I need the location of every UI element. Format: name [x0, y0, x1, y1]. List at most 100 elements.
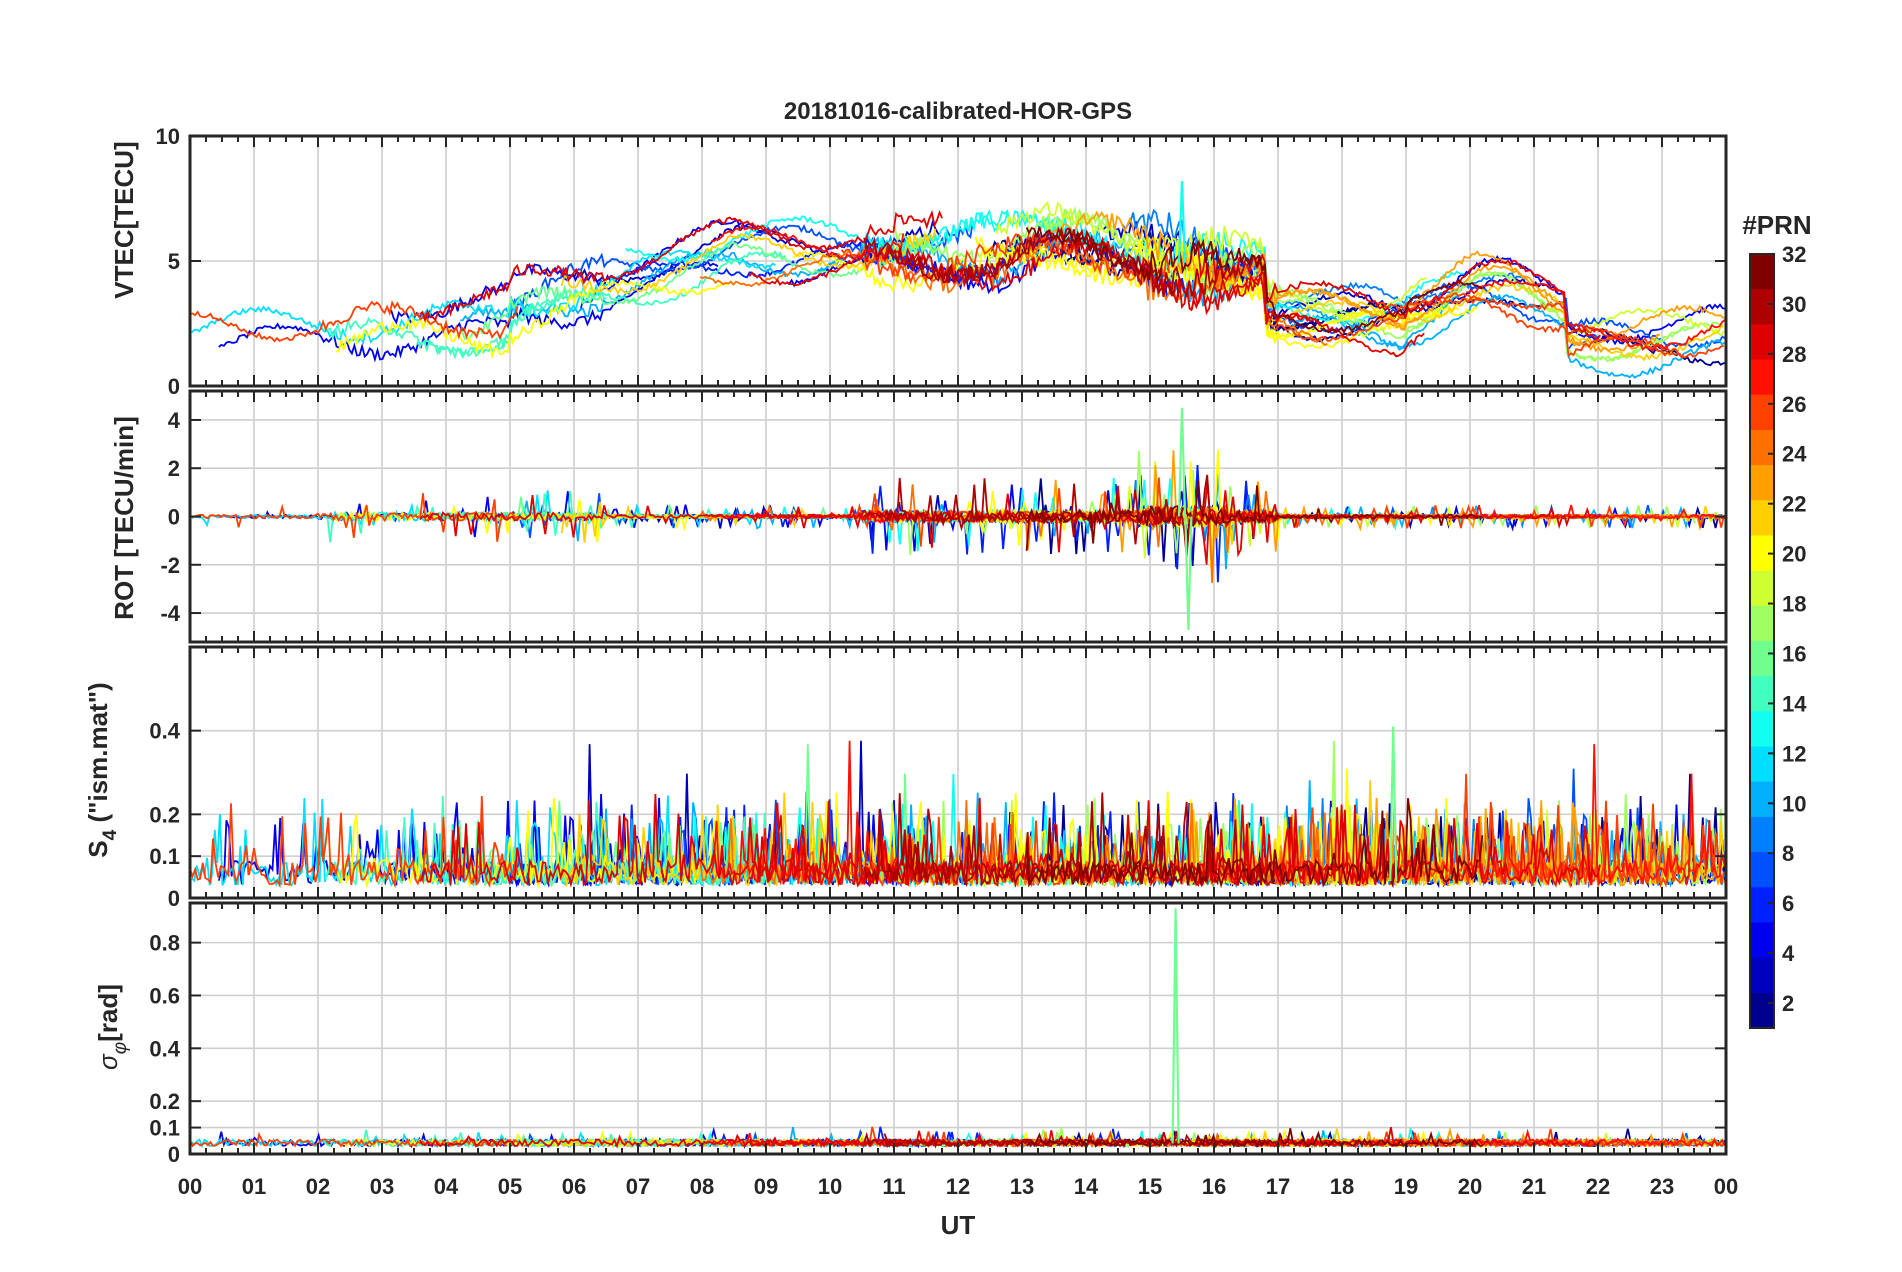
colorbar-tick-label: 26	[1782, 392, 1806, 417]
series-line-prn-12	[191, 249, 776, 345]
series-line-prn-20	[336, 278, 731, 360]
series-group-sigma_phi	[190, 908, 1726, 1150]
series-line-prn-32	[1025, 226, 1483, 334]
sigma-label-rest: [rad]	[93, 984, 123, 1042]
series-line-prn-27	[1374, 505, 1725, 528]
colorbar-swatch	[1750, 394, 1774, 431]
x-tick-label: 05	[498, 1174, 522, 1199]
colorbar-tick-label: 28	[1782, 342, 1806, 367]
s4-label-rest: ("ism.mat")	[83, 682, 113, 829]
colorbar-tick-label: 8	[1782, 841, 1794, 866]
x-tick-label: 03	[370, 1174, 394, 1199]
x-tick-label: 14	[1074, 1174, 1099, 1199]
series-line-prn-27	[190, 300, 519, 343]
notable-spike	[1177, 407, 1187, 517]
colorbar-swatch	[1750, 676, 1774, 712]
series-line-prn-31	[863, 474, 1265, 558]
y-axis-label-sigma-phi: σφ[rad]	[93, 984, 131, 1070]
x-tick-label: 09	[754, 1174, 778, 1199]
colorbar-swatch	[1750, 746, 1774, 783]
colorbar-swatch	[1750, 641, 1774, 677]
y-axis-label-s4: S4 ("ism.mat")	[83, 682, 121, 857]
x-tick-label: 02	[306, 1174, 330, 1199]
colorbar-swatch	[1750, 429, 1774, 466]
series-line-prn-32	[1025, 480, 1483, 551]
y-tick-label: 0.4	[149, 1036, 180, 1061]
colorbar-tick-label: 16	[1782, 641, 1806, 666]
colorbar-tick-label: 4	[1782, 941, 1795, 966]
series-line-prn-16	[456, 744, 937, 889]
series-line-prn-29	[1194, 804, 1601, 888]
series-line-prn-31	[884, 226, 1180, 298]
series-line-prn-8	[1563, 296, 1726, 349]
colorbar-swatch	[1750, 781, 1774, 818]
x-tick-label: 00	[1714, 1174, 1738, 1199]
colorbar-swatch	[1750, 465, 1774, 501]
notable-spike	[1184, 516, 1193, 630]
colorbar-swatch	[1750, 711, 1774, 748]
colorbar-swatch	[1750, 500, 1774, 537]
y-tick-label: 4	[168, 408, 181, 433]
y-tick-label: 0.1	[149, 1116, 180, 1141]
x-tick-labels: 00 01 02 03 04 05 06 07 08 09 10 11 12 13 14 15 16 17 18 19…	[178, 1174, 1738, 1199]
y-tick-label: 0	[168, 1142, 180, 1167]
series-line-prn-29	[419, 793, 943, 888]
y-tick-label: -4	[160, 601, 180, 626]
panel-rot: -4 -2 0 2 4	[160, 389, 1728, 644]
colorbar-tick-label: 12	[1782, 741, 1806, 766]
x-tick-label: 20	[1458, 1174, 1482, 1199]
colorbar-frame	[1749, 253, 1775, 1029]
x-tick-label: 04	[434, 1174, 459, 1199]
series-line-prn-5	[218, 260, 719, 363]
series-line-prn-15	[324, 504, 608, 543]
series-line-prn-16	[456, 237, 937, 340]
y-tick-label: 0.4	[149, 719, 180, 744]
series-line-prn-28	[1465, 744, 1726, 888]
colorbar-tick-label: 22	[1782, 492, 1806, 517]
x-ticks-vtec	[189, 135, 1727, 387]
colorbar-swatch	[1750, 852, 1774, 888]
series-line-prn-23	[1204, 797, 1424, 887]
series-line-prn-29	[419, 1130, 943, 1149]
series-line-prn-10	[1291, 293, 1725, 379]
y-axis-label-vtec: VTEC[TECU]	[109, 141, 139, 298]
y-tick-label: 0.2	[149, 1089, 180, 1114]
x-tick-label: 19	[1394, 1174, 1418, 1199]
colorbar-tick-label: 30	[1782, 292, 1806, 317]
colorbar-tick-label: 20	[1782, 542, 1806, 567]
colorbar-tick-label: 10	[1782, 791, 1806, 816]
y-tick-label: 0	[168, 505, 180, 530]
series-line-prn-19	[995, 200, 1427, 319]
panel-s4: 0 0.1 0.2 0.4	[149, 645, 1728, 911]
chart-title: 20181016-calibrated-HOR-GPS	[784, 98, 1132, 125]
series-line-prn-17	[1402, 271, 1725, 362]
notable-spike	[1177, 180, 1187, 263]
sigma-label-main: σ	[93, 1053, 123, 1070]
x-tick-label: 17	[1266, 1174, 1290, 1199]
series-group-vtec	[190, 180, 1726, 379]
notable-spike	[1171, 908, 1180, 1144]
series-line-prn-24	[1376, 250, 1726, 347]
x-tick-label: 11	[882, 1174, 905, 1199]
colorbar-swatch	[1750, 570, 1774, 607]
x-ticks-s4	[189, 647, 1727, 899]
series-line-prn-31	[883, 793, 1180, 888]
y-tick-label: 0.2	[149, 802, 180, 827]
x-tick-label: 00	[178, 1174, 202, 1199]
series-line-prn-21	[1194, 252, 1478, 344]
series-line-prn-27	[1375, 296, 1724, 359]
x-tick-label: 06	[562, 1174, 586, 1199]
series-line-prn-29	[419, 209, 943, 323]
x-tick-label: 22	[1586, 1174, 1610, 1199]
series-line-prn-32	[1025, 798, 1484, 889]
series-line-prn-19	[1538, 303, 1725, 342]
x-ticks-sigma_phi	[189, 903, 1727, 1155]
series-line-prn-28	[1465, 504, 1726, 523]
x-tick-label: 23	[1650, 1174, 1674, 1199]
series-line-prn-22	[560, 228, 937, 295]
series-group-rot	[190, 407, 1726, 630]
panel-sigma-phi: 00.10.2 0.4 0.6 0.8	[149, 901, 1728, 1167]
y-tick-label: 2	[168, 456, 180, 481]
colorbar-tick-label: 2	[1782, 991, 1794, 1016]
